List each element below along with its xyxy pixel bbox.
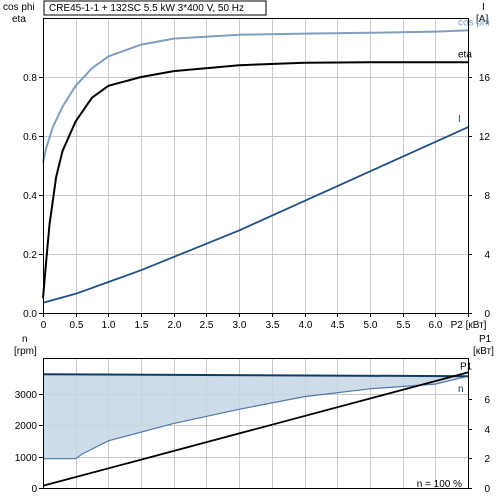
x-axis-tick-label: 5.5	[397, 320, 411, 331]
top-left-tick-label: 0.0	[23, 309, 37, 320]
x-axis-tick-label: 6.0	[429, 320, 443, 331]
bottom-plot-frame	[43, 358, 469, 489]
x-axis-tick-label: 4.0	[299, 320, 313, 331]
x-axis-tick-label: 1.0	[102, 320, 116, 331]
series-layer	[42, 29, 469, 487]
bottom-left-axis-label-1: n	[22, 334, 28, 345]
x-axis-tick-label: 5.0	[364, 320, 378, 331]
speed-range-area	[43, 374, 468, 459]
bottom-left-axis-label-2: [rpm]	[14, 346, 37, 357]
bottom-right-tick-label: 2	[484, 454, 490, 465]
top-right-tick-label: 0	[484, 309, 490, 320]
series-label-eta: eta	[458, 49, 472, 60]
series-line-p1	[42, 371, 469, 487]
bottom-left-tick-label: 0	[31, 484, 37, 495]
bottom-left-tick-label: 3000	[15, 390, 38, 401]
series-line-n	[42, 373, 469, 378]
series-line-i	[42, 126, 469, 304]
bottom-left-tick-label: 1000	[15, 453, 38, 464]
text-layer: cos phi eta I [A] n [rpm] P1 [кВт] n = 1…	[3, 2, 494, 495]
tick-layer	[39, 77, 472, 489]
top-plot-frame	[43, 18, 469, 314]
top-right-tick-label: 8	[484, 191, 490, 202]
top-left-tick-label: 0.4	[23, 191, 37, 202]
title-layer: CRE45-1-1 + 132SC 5.5 kW 3*400 V, 50 Hz	[43, 0, 267, 16]
speed-range-lower-edge	[43, 375, 469, 460]
speed-footnote: n = 100 %	[417, 479, 462, 490]
top-left-axis-label-1: cos phi	[3, 2, 35, 13]
top-left-axis-label-2: eta	[12, 14, 26, 25]
x-axis-tick-label: 4.5	[331, 320, 345, 331]
x-axis-tick-label: 1.5	[135, 320, 149, 331]
bottom-right-tick-label: 0	[484, 484, 490, 495]
top-right-axis-label-1: I	[482, 2, 485, 13]
series-label-n: n	[458, 384, 464, 395]
grid-layer	[43, 18, 468, 488]
x-axis-tick-label: 0.5	[70, 320, 84, 331]
x-axis-tick-label: 0	[41, 320, 47, 331]
top-left-tick-label: 0.6	[23, 132, 37, 143]
series-line-cos-phi	[42, 29, 469, 163]
x-axis-tick-label: 2.0	[168, 320, 182, 331]
top-right-tick-label: 16	[479, 73, 491, 84]
bottom-right-axis-label-1: P1	[479, 334, 492, 345]
top-left-tick-label: 0.2	[23, 250, 37, 261]
x-axis-tick-label: 3.0	[233, 320, 247, 331]
x-axis-tick-label: P2 [кВт]	[451, 320, 487, 331]
area-layer	[43, 374, 468, 459]
x-axis-tick-label: 3.5	[266, 320, 280, 331]
series-label-p1: P1	[460, 361, 473, 372]
x-axis-tick-label: 2.5	[200, 320, 214, 331]
bottom-right-tick-label: 4	[484, 425, 490, 436]
bottom-left-tick-label: 2000	[15, 421, 38, 432]
top-right-tick-label: 4	[484, 250, 490, 261]
top-right-axis-label-2: [A]	[476, 14, 488, 25]
series-label-i: I	[458, 114, 461, 125]
series-line-eta	[42, 61, 468, 299]
title-box	[43, 0, 267, 16]
top-right-tick-label: 12	[479, 132, 491, 143]
series-label-cos-phi: cos phi	[458, 17, 490, 28]
chart-title: CRE45-1-1 + 132SC 5.5 kW 3*400 V, 50 Hz	[49, 3, 244, 14]
top-left-tick-label: 0.8	[23, 73, 37, 84]
bottom-right-axis-label-2: [кВт]	[473, 346, 494, 357]
frame-layer	[43, 18, 469, 489]
bottom-right-tick-label: 6	[484, 395, 490, 406]
